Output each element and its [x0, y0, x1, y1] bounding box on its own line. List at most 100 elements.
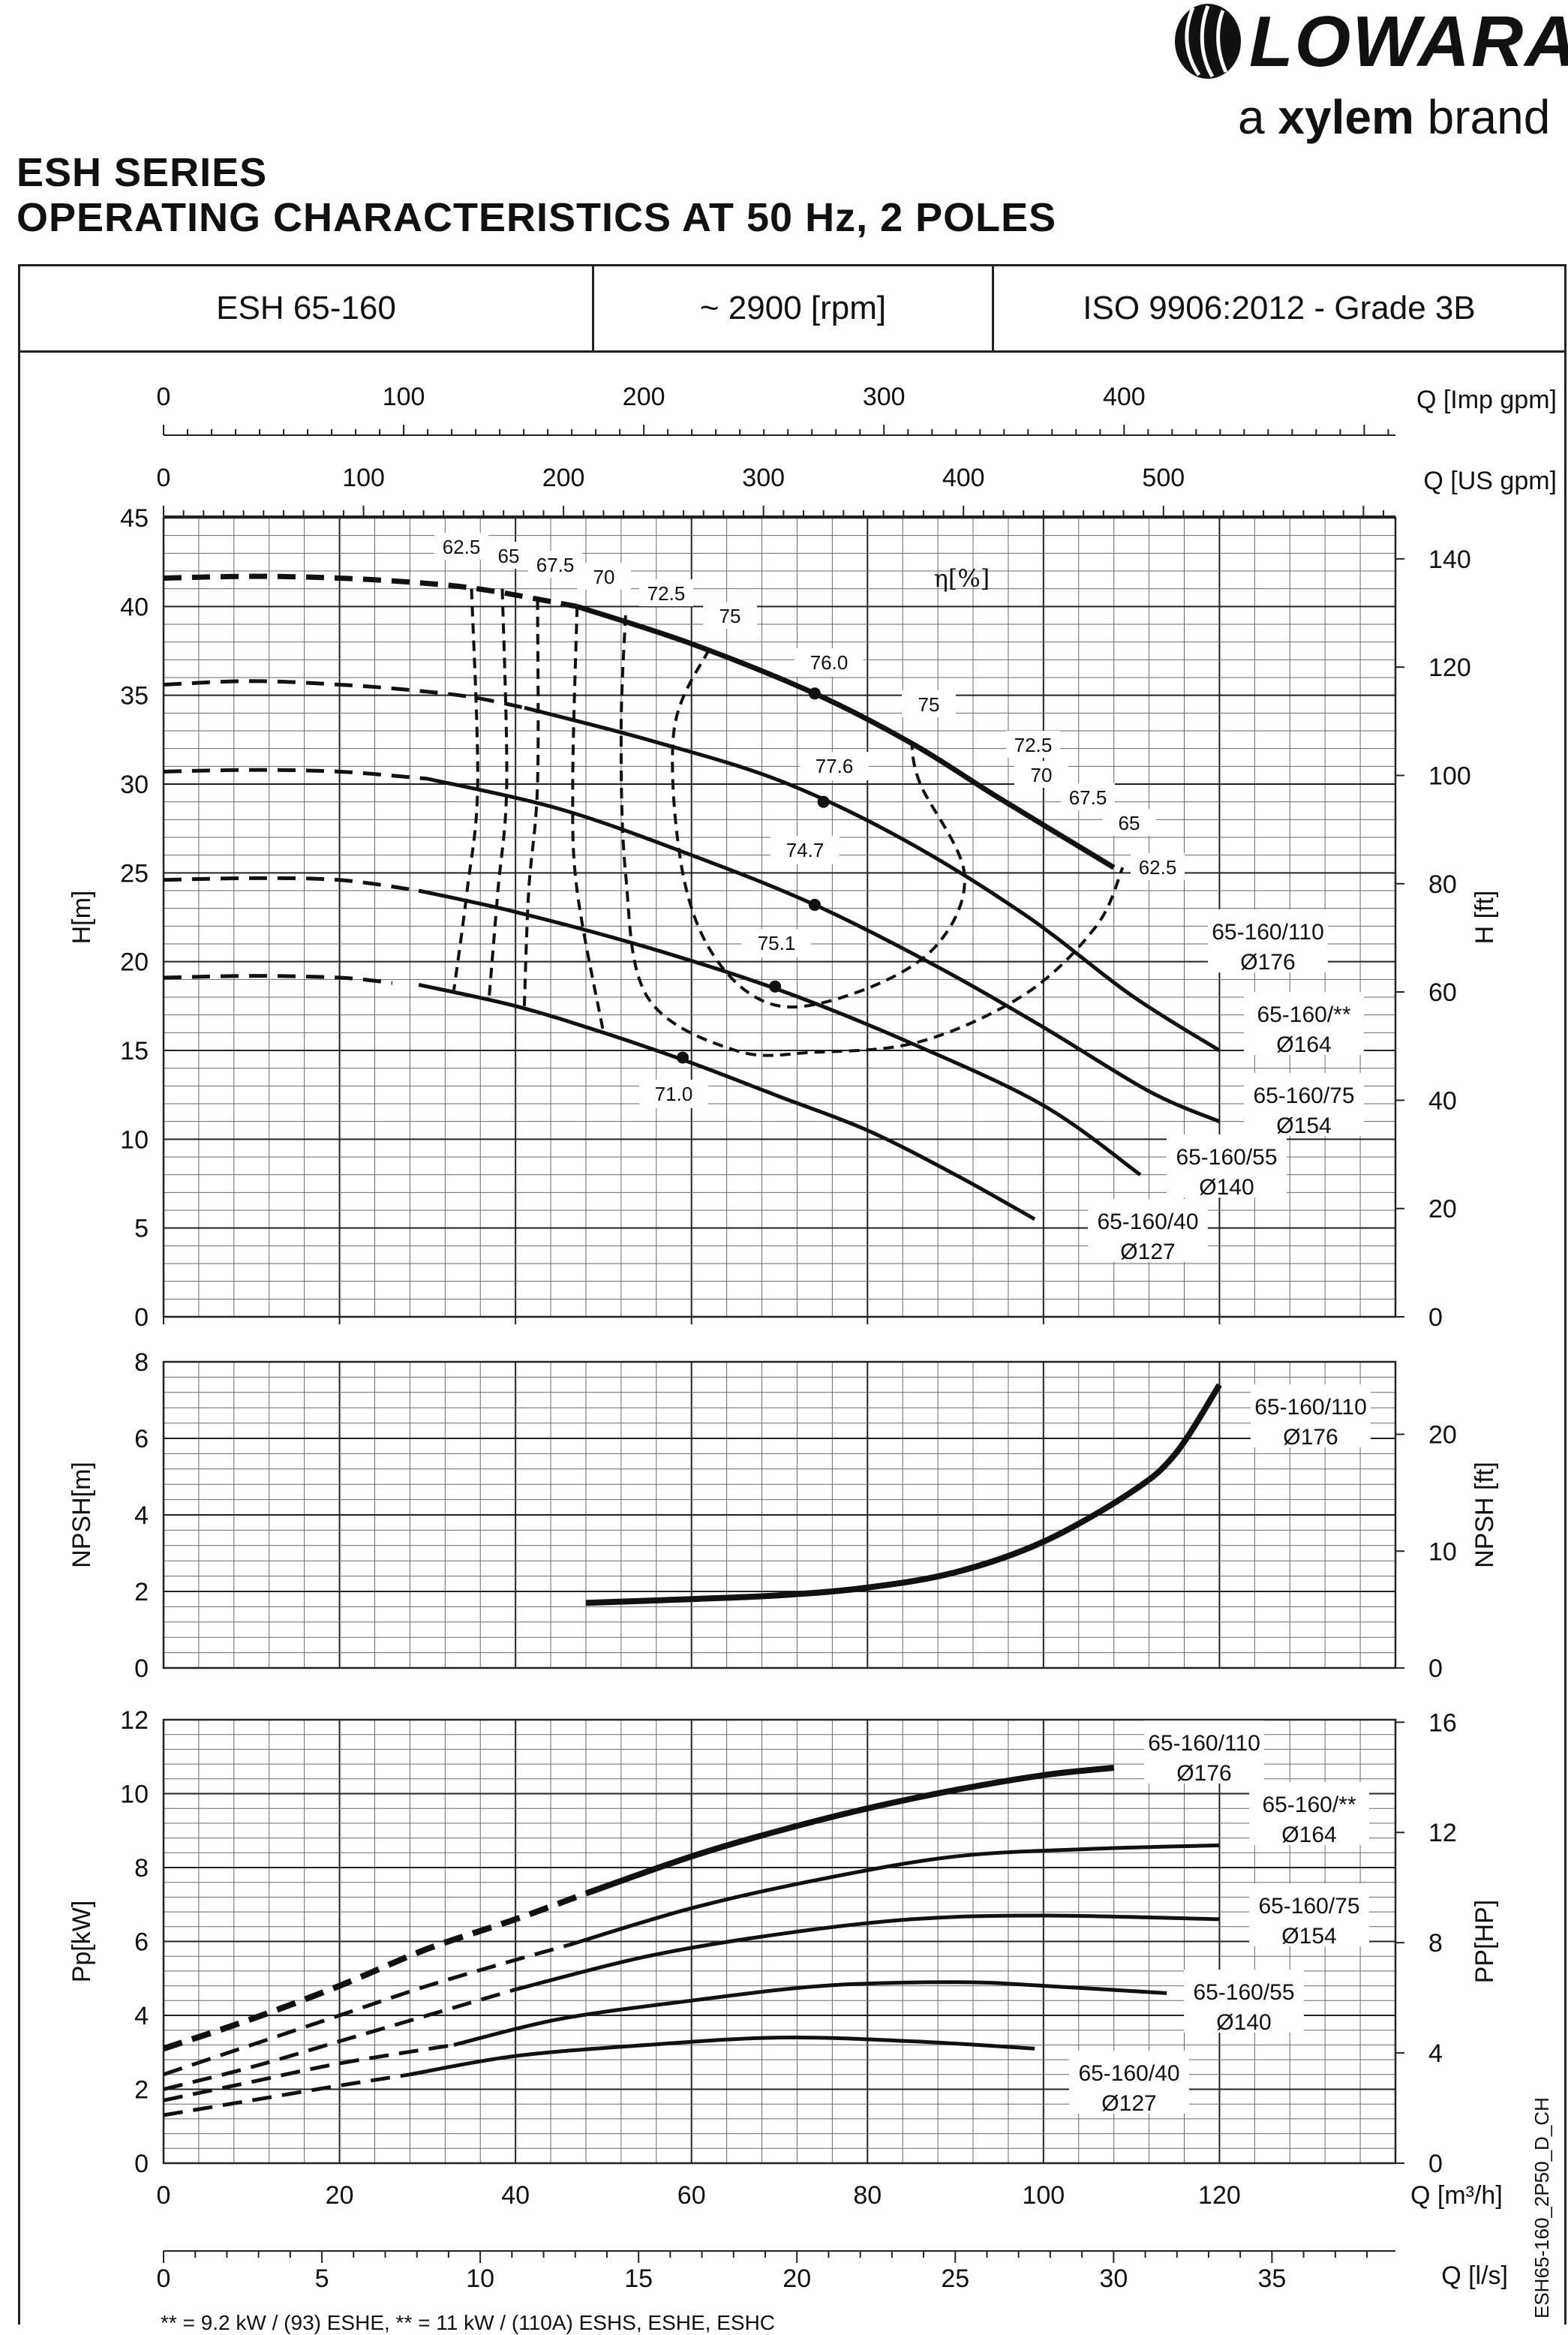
power-label-bg [1249, 1782, 1369, 1845]
bottom-axis-tick-label: 10 [466, 2264, 494, 2293]
head-ytick-label: 35 [120, 682, 149, 711]
power-label-bg [1184, 1970, 1304, 2033]
contour-end-label-bg [1131, 853, 1185, 880]
power-ytick-label: 10 [120, 1781, 149, 1809]
npsh-y2label: NPSH [ft] [1470, 1462, 1499, 1568]
efficiency-contour-label: 65 [498, 545, 520, 567]
head-series-label-text: Ø154 [1276, 1113, 1331, 1138]
top-axis-tick-label: 300 [742, 464, 785, 492]
best-efficiency-point [676, 1051, 689, 1064]
contour-label-bg [703, 602, 757, 629]
contour-end-label-bg [1102, 809, 1156, 836]
npsh-ytick-label: 8 [134, 1348, 149, 1377]
power-plot-frame [162, 1718, 1397, 2165]
power-ytick-label: 12 [120, 1706, 149, 1735]
bep-label-bg [639, 1080, 708, 1108]
head-ytick-label: 25 [120, 859, 149, 888]
efficiency-contour-label: 75 [719, 605, 741, 627]
npsh-curve [585, 1383, 1222, 1606]
head-series-label: 65-160/40 Ø127 [1088, 1199, 1208, 1264]
head-ytick-label: 5 [134, 1215, 149, 1243]
power-y2tick-label: 0 [1428, 2150, 1443, 2178]
efficiency-contour-end-label: 67.5 [1069, 786, 1107, 809]
top-axis-tick-label: 400 [942, 464, 985, 492]
best-efficiency-point [808, 898, 821, 911]
npsh-grid [162, 1360, 1397, 1669]
power-y2tick-label: 12 [1428, 1819, 1457, 1847]
efficiency-contour-label: 67.5 [536, 554, 575, 576]
head-curve [418, 982, 1036, 1221]
efficiency-contour-end-label: 70 [1031, 764, 1053, 786]
power-y2tick-label: 16 [1428, 1708, 1457, 1737]
contour-label-bg [434, 533, 488, 560]
efficiency-contour [671, 648, 966, 1009]
bottom-axis-tick-label: 20 [782, 2264, 811, 2293]
speed-cell: ~ 2900 [rpm] [592, 266, 992, 350]
power-ytick-label: 0 [134, 2150, 149, 2178]
top-axis-tick-label: 100 [383, 383, 425, 411]
head-series-label-text: Ø140 [1199, 1175, 1254, 1200]
bottom-axis-tick-label: 0 [157, 2264, 171, 2293]
power-series-label: 65-160/40 Ø127 [1069, 2051, 1189, 2116]
efficiency-contour-label: 62.5 [443, 536, 481, 558]
head-series-label: 65-160/110 Ø176 [1208, 909, 1328, 975]
top-axis-tick-label: 200 [542, 464, 585, 492]
power-ytick-label: 6 [134, 1928, 149, 1957]
head-series-label-text: 65-160/40 [1097, 1210, 1198, 1234]
power-curve [515, 1913, 1220, 1991]
head-label-bg [1088, 1199, 1208, 1262]
best-efficiency-label: 77.6 [816, 755, 854, 777]
xlabel-m3h: Q [m³/h] [1410, 2181, 1503, 2210]
npsh-series-label-text: 65-160/110 [1254, 1395, 1367, 1420]
bottom-axis-tick-label: 30 [1099, 2264, 1128, 2293]
head-y2tick-label: 140 [1428, 545, 1471, 574]
power-series-label-text: 65-160/75 [1258, 1894, 1359, 1919]
best-efficiency-point [769, 980, 782, 993]
standard-cell: ISO 9906:2012 - Grade 3B [992, 266, 1564, 350]
head-ylabel: H[m] [68, 891, 96, 945]
head-y2tick-label: 120 [1428, 654, 1471, 682]
power-curve [409, 2035, 1035, 2077]
power-series-label-text: 65-160/** [1262, 1793, 1356, 1817]
efficiency-contour [619, 615, 1125, 1057]
efficiency-contour-label: 72.5 [647, 582, 686, 605]
efficiency-contour [571, 606, 605, 1033]
best-efficiency-label: 76.0 [810, 651, 849, 674]
efficiency-contour-end-label: 62.5 [1139, 856, 1177, 879]
head-curve-dashed [163, 974, 393, 985]
npsh-ytick-label: 6 [134, 1425, 149, 1453]
brand-wordmark: LOWARA [1249, 2, 1568, 82]
brand-tagline: a xylem brand [1238, 90, 1551, 144]
top-axis-tick-label: 100 [342, 464, 385, 492]
best-efficiency-point [808, 687, 821, 700]
head-curve [576, 603, 1116, 870]
npsh-series-label: 65-160/110 Ø176 [1251, 1384, 1371, 1450]
brand-logo: LOWARA a xylem brand [1167, 0, 1568, 158]
head-ytick-label: 45 [120, 504, 149, 533]
bep-label-bg [742, 929, 811, 957]
efficiency-contour [488, 588, 509, 998]
xtick-label: 0 [157, 2181, 171, 2210]
power-curve [567, 1843, 1220, 1947]
head-series-label: 65-160/55 Ø140 [1167, 1134, 1287, 1200]
best-efficiency-label: 71.0 [655, 1083, 693, 1105]
xtick-label: 20 [326, 2181, 354, 2210]
top-axis-label: Q [US gpm] [1423, 467, 1557, 495]
head-y2tick-label: 0 [1428, 1303, 1443, 1332]
head-label-bg [1167, 1134, 1287, 1198]
bottom-axis-label: Q [l/s] [1441, 2261, 1508, 2290]
head-ytick-label: 10 [120, 1125, 149, 1154]
power-series-label-text: Ø154 [1281, 1924, 1336, 1949]
power-series-label-text: 65-160/55 [1193, 1980, 1294, 2005]
lowara-drop-icon [1175, 4, 1241, 79]
npsh-ylabel: NPSH[m] [68, 1462, 96, 1568]
power-label-bg [1069, 2051, 1189, 2114]
head-series-label-text: 65-160/110 [1212, 920, 1324, 945]
efficiency-contour [452, 588, 479, 990]
top-axis-tick-label: 300 [863, 383, 906, 411]
power-y2tick-label: 4 [1428, 2039, 1443, 2068]
head-series-label: 65-160/** Ø164 [1244, 992, 1364, 1057]
page-titles: ESH SERIES OPERATING CHARACTERISTICS AT … [17, 150, 1056, 240]
head-curve-dashed [163, 876, 419, 893]
power-ytick-label: 2 [134, 2076, 149, 2105]
